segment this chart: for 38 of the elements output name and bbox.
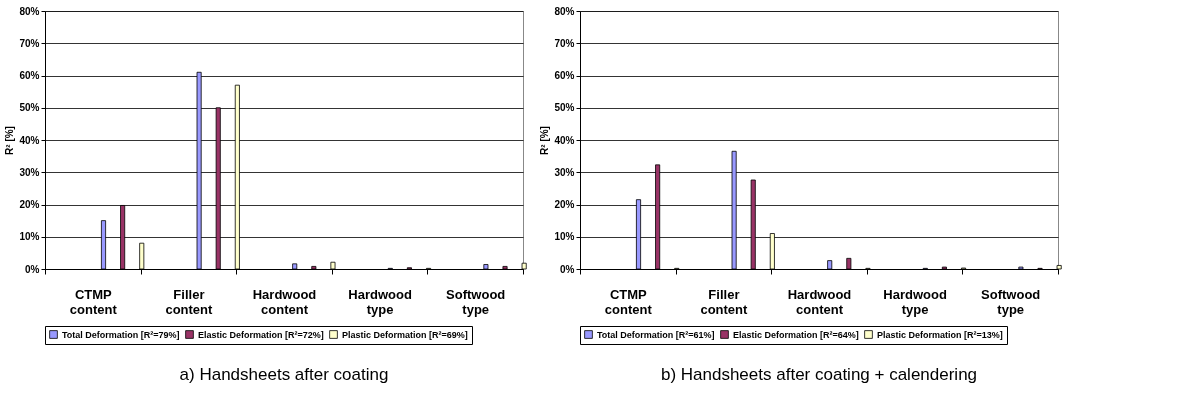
y-tick-label: 70%: [19, 37, 40, 49]
text: b) Handsheets after coating + calendering: [660, 364, 978, 384]
y-tick-label: 50%: [19, 102, 40, 114]
y-tick-label: 40%: [554, 134, 575, 146]
y-tick-label: 60%: [19, 70, 40, 81]
x-tick-label: CTMP content: [69, 286, 118, 317]
y-axis-title: R² [%]: [539, 126, 551, 155]
x-tick-label: Filler content: [165, 286, 214, 317]
y-tick-label: 10%: [554, 231, 575, 243]
y-tick-label: 30%: [554, 166, 575, 178]
y-tick-label: 40%: [19, 134, 40, 146]
x-tick-label: Filler content: [700, 286, 749, 317]
x-tick-label: Softwood type: [981, 286, 1041, 317]
legend-label: Total Deformation [R²=79%]: [62, 329, 180, 340]
y-tick-label: 10%: [19, 231, 40, 243]
x-tick-label: CTMP content: [604, 286, 653, 317]
y-tick-label: 80%: [19, 5, 40, 17]
y-tick-label: 0%: [25, 263, 40, 275]
legend-label: Elastic Deformation [R²=72%]: [198, 329, 324, 340]
y-tick-label: 60%: [554, 70, 575, 81]
y-tick-label: 0%: [560, 263, 575, 275]
x-tick-label: Softwood type: [446, 286, 506, 317]
text: a) Handsheets after coating: [179, 364, 389, 384]
y-tick-label: 20%: [19, 199, 40, 210]
legend-label: Plastic Deformation [R²=13%]: [877, 329, 1003, 340]
y-tick-label: 20%: [554, 199, 575, 210]
y-tick-label: 50%: [554, 102, 575, 114]
y-tick-label: 30%: [19, 166, 40, 178]
y-axis-title: R² [%]: [4, 126, 16, 155]
y-tick-label: 80%: [554, 5, 575, 17]
legend-label: Elastic Deformation [R²=64%]: [733, 329, 859, 340]
x-tick-label: Hardwood type: [348, 286, 412, 317]
x-tick-label: Hardwood content: [252, 286, 317, 317]
x-tick-label: Hardwood content: [787, 286, 852, 317]
legend-label: Total Deformation [R²=61%]: [597, 329, 715, 340]
y-tick-label: 70%: [554, 37, 575, 49]
x-tick-label: Hardwood type: [883, 286, 947, 317]
legend-label: Plastic Deformation [R²=69%]: [342, 329, 468, 340]
